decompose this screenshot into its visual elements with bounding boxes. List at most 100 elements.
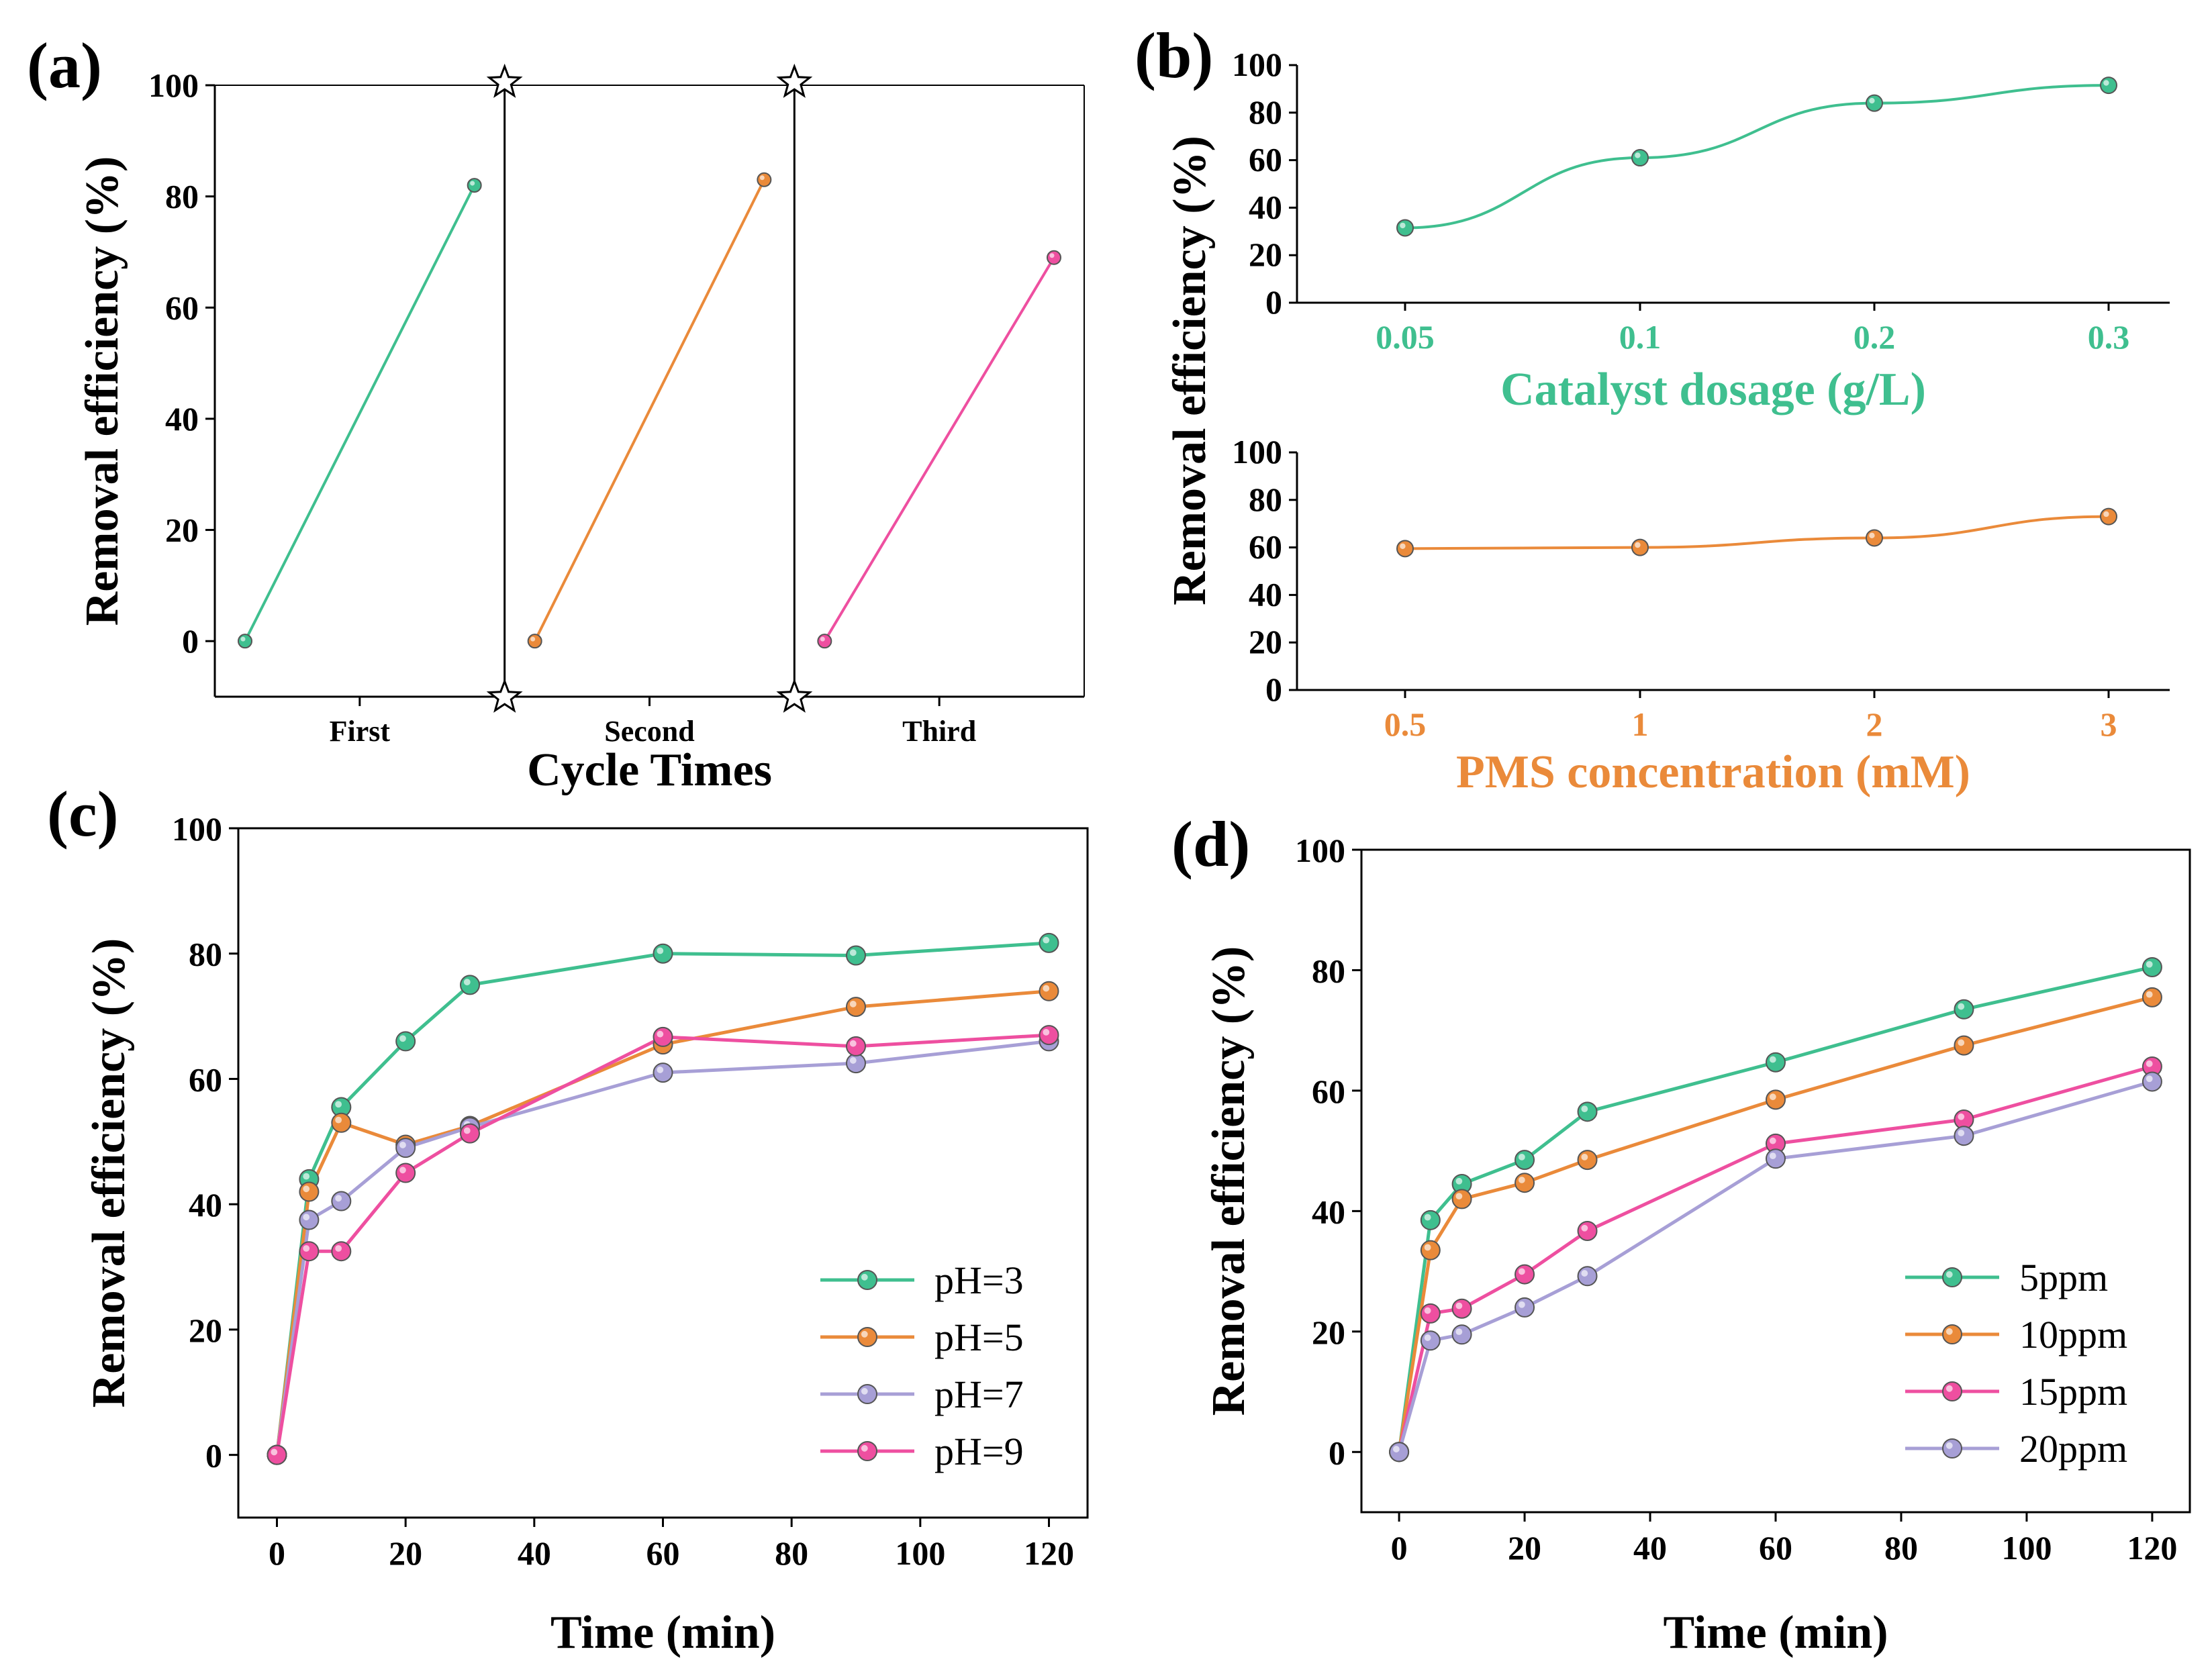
d-data-point bbox=[1954, 999, 1974, 1020]
c-series-line bbox=[275, 941, 1049, 1455]
d-y-tick-label: 20 bbox=[1312, 1314, 1345, 1351]
a-x-axis-title: Cycle Times bbox=[527, 744, 772, 796]
c-legend-marker bbox=[857, 1384, 877, 1404]
d-data-point-highlight bbox=[2146, 960, 2153, 968]
d-data-point-highlight bbox=[1958, 1003, 1965, 1010]
c-y-tick-label: 20 bbox=[189, 1312, 222, 1349]
d-legend-label: 10ppm bbox=[2019, 1313, 2127, 1356]
d-data-point-highlight bbox=[1769, 1056, 1776, 1063]
d-data-point bbox=[2142, 956, 2162, 977]
b1-y-tick-label: 80 bbox=[1249, 93, 1282, 131]
c-data-point-highlight bbox=[657, 947, 664, 954]
b2-data-point-highlight bbox=[1400, 543, 1406, 549]
d-legend-marker bbox=[1942, 1267, 1962, 1287]
b2-y-tick-label: 40 bbox=[1249, 575, 1282, 613]
b1-data-point bbox=[1631, 149, 1649, 167]
a-y-tick-label: 0 bbox=[182, 622, 199, 660]
b2-y-tick-label: 20 bbox=[1249, 623, 1282, 660]
d-y-tick-label: 40 bbox=[1312, 1193, 1345, 1230]
c-data-point-highlight bbox=[303, 1185, 310, 1193]
c-data-point bbox=[395, 1138, 416, 1158]
b2-x-tick-label: 0.5 bbox=[1384, 705, 1427, 743]
c-data-point-highlight bbox=[849, 1000, 857, 1007]
c-data-point bbox=[846, 945, 866, 966]
c-data-point bbox=[267, 1444, 287, 1465]
b2-y-tick-label: 0 bbox=[1265, 671, 1282, 708]
panel-c-letter: (c) bbox=[47, 778, 119, 850]
b1-x-axis-title: Catalyst dosage (g/L) bbox=[1500, 364, 1926, 415]
b1-series-line bbox=[1404, 84, 2109, 230]
c-data-point bbox=[331, 1112, 352, 1133]
d-data-point-highlight bbox=[1769, 1093, 1776, 1101]
d-data-point-highlight bbox=[1424, 1244, 1431, 1251]
c-x-tick-label: 0 bbox=[269, 1534, 285, 1572]
d-x-tick-label: 20 bbox=[1508, 1529, 1541, 1567]
b1-data-point-highlight bbox=[1400, 222, 1406, 229]
a-series-line-third bbox=[823, 256, 1055, 642]
d-data-point bbox=[1577, 1150, 1598, 1171]
b-y-axis-title: Removal efficiency (%) bbox=[1164, 136, 1216, 605]
d-data-point bbox=[1766, 1052, 1786, 1073]
d-data-point bbox=[1420, 1240, 1441, 1261]
c-data-point-highlight bbox=[849, 1040, 857, 1047]
d-data-point bbox=[2142, 1071, 2162, 1092]
b1-y-tick-label: 20 bbox=[1249, 236, 1282, 273]
panel-b-letter: (b) bbox=[1135, 19, 1213, 91]
d-legend-marker-highlight bbox=[1945, 1385, 1953, 1392]
b2-data-point-highlight bbox=[1635, 542, 1641, 548]
b2-x-tick-label: 2 bbox=[1866, 705, 1883, 743]
c-data-point bbox=[1039, 1025, 1059, 1046]
d-data-point-highlight bbox=[2146, 991, 2153, 998]
c-data-point-highlight bbox=[399, 1167, 406, 1174]
d-x-tick-label: 120 bbox=[2127, 1529, 2177, 1567]
a-data-point-highlight bbox=[470, 181, 475, 186]
a-series-line-second bbox=[533, 179, 766, 642]
d-y-tick-label: 100 bbox=[1295, 832, 1345, 869]
c-data-point-highlight bbox=[657, 1067, 664, 1073]
chart-b-pms: 0 20 40 60 80 100 0.5 1 2 3 PMS concentration (mM) bbox=[1232, 433, 2170, 798]
c-series-line bbox=[275, 1033, 1049, 1456]
a-divider-star-top-icon bbox=[776, 63, 813, 98]
d-legend-label: 5ppm bbox=[2019, 1256, 2108, 1299]
b1-x-tick-label: 0.1 bbox=[1619, 318, 1662, 356]
d-data-point-highlight bbox=[1581, 1105, 1588, 1113]
c-data-point-highlight bbox=[303, 1214, 310, 1221]
b1-x-tick-label: 0.2 bbox=[1854, 318, 1896, 356]
chart-b-catalyst: 0 20 40 60 80 100 0.05 0.1 0.2 0.3 Catalyst dosage… bbox=[1164, 46, 2170, 605]
d-x-tick-label: 40 bbox=[1633, 1529, 1667, 1567]
b2-x-tick-label: 1 bbox=[1632, 705, 1649, 743]
b1-y-tick-label: 100 bbox=[1232, 46, 1282, 83]
b2-data-point-highlight bbox=[1869, 532, 1875, 539]
d-legend-marker bbox=[1942, 1438, 1962, 1459]
b2-y-tick-label: 60 bbox=[1249, 528, 1282, 566]
d-data-point-highlight bbox=[1769, 1152, 1776, 1160]
d-data-point-highlight bbox=[1392, 1446, 1400, 1452]
b1-data-point bbox=[2100, 77, 2117, 95]
c-data-point bbox=[460, 1123, 480, 1144]
a-y-axis-title: Removal efficiency (%) bbox=[77, 156, 128, 626]
d-data-point-highlight bbox=[1958, 1113, 1965, 1120]
d-data-point-highlight bbox=[1958, 1130, 1965, 1136]
d-data-point-highlight bbox=[2146, 1060, 2153, 1067]
c-y-tick-label: 100 bbox=[172, 810, 222, 848]
b1-data-point-highlight bbox=[1635, 152, 1641, 158]
b2-x-axis-title: PMS concentration (mM) bbox=[1456, 746, 1970, 798]
panel-d: (d) 0 20 40 60 80 100 0 20 40 60 80 100 120 5ppm 10ppm… bbox=[1171, 808, 2191, 1659]
c-legend-label: pH=3 bbox=[934, 1258, 1024, 1302]
b1-data-point-highlight bbox=[1869, 97, 1875, 104]
d-x-axis-title: Time (min) bbox=[1663, 1607, 1888, 1659]
chart-d: 0 20 40 60 80 100 0 20 40 60 80 100 120 5ppm 10ppm 15pp… bbox=[1203, 832, 2191, 1659]
c-data-point bbox=[1039, 932, 1059, 953]
a-data-point-highlight bbox=[530, 636, 536, 642]
a-x-tick-label: First bbox=[330, 715, 391, 748]
d-data-point bbox=[1577, 1101, 1598, 1122]
c-data-point bbox=[653, 943, 673, 964]
c-data-point-highlight bbox=[849, 949, 857, 956]
d-data-point bbox=[2142, 987, 2162, 1007]
c-y-tick-label: 0 bbox=[205, 1437, 222, 1475]
a-data-point bbox=[757, 172, 772, 187]
c-legend-marker bbox=[857, 1441, 877, 1461]
c-data-point-highlight bbox=[1043, 985, 1050, 992]
b2-y-tick-label: 80 bbox=[1249, 481, 1282, 518]
d-data-point bbox=[1389, 1442, 1410, 1463]
